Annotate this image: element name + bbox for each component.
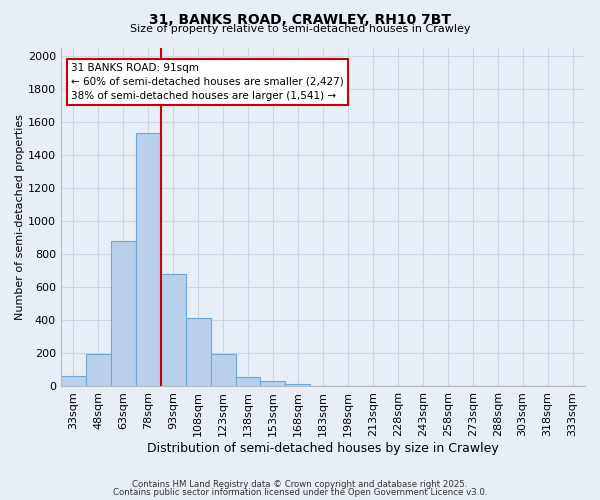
Bar [136,134,161,386]
Text: 31, BANKS ROAD, CRAWLEY, RH10 7BT: 31, BANKS ROAD, CRAWLEY, RH10 7BT [149,12,451,26]
Bar [86,354,110,386]
Bar [211,354,236,386]
Bar [161,274,185,386]
Text: Contains public sector information licensed under the Open Government Licence v3: Contains public sector information licen… [113,488,487,497]
Bar [61,376,86,386]
Y-axis label: Number of semi-detached properties: Number of semi-detached properties [15,114,25,320]
Bar [110,241,136,386]
X-axis label: Distribution of semi-detached houses by size in Crawley: Distribution of semi-detached houses by … [147,442,499,455]
Text: 31 BANKS ROAD: 91sqm
← 60% of semi-detached houses are smaller (2,427)
38% of se: 31 BANKS ROAD: 91sqm ← 60% of semi-detac… [71,63,344,101]
Text: Size of property relative to semi-detached houses in Crawley: Size of property relative to semi-detach… [130,24,470,34]
Bar [236,378,260,386]
Bar [260,382,286,386]
Text: Contains HM Land Registry data © Crown copyright and database right 2025.: Contains HM Land Registry data © Crown c… [132,480,468,489]
Bar [286,384,310,386]
Bar [185,318,211,386]
